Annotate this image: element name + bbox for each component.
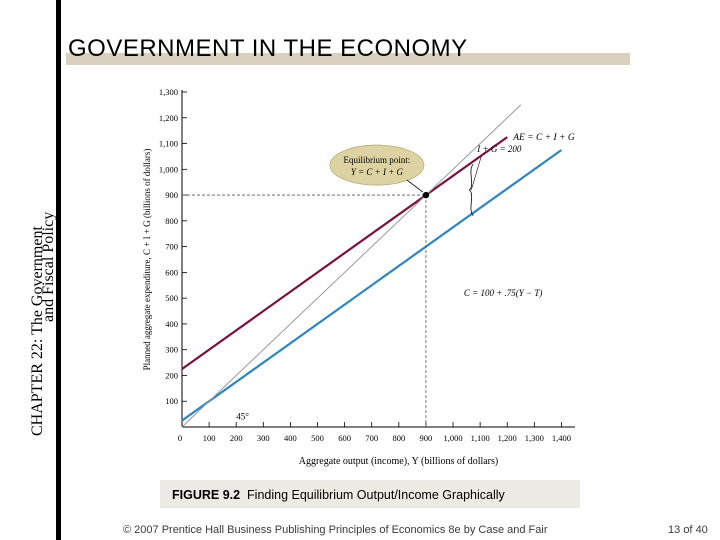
y-tick-label: 400 xyxy=(165,319,178,329)
figure-caption-text: Finding Equilibrium Output/Income Graphi… xyxy=(247,488,505,502)
callout-text-1: Equilibrium point: xyxy=(344,155,411,165)
y-tick-label: 1,000 xyxy=(159,164,178,174)
x-tick-label: 400 xyxy=(284,433,297,443)
gap-label: I + G = 200 xyxy=(476,144,522,154)
y-tick-label: 500 xyxy=(165,293,178,303)
y-tick-label: 300 xyxy=(165,345,178,355)
diagonal-45-label: 45° xyxy=(236,411,249,421)
callout-bubble xyxy=(329,144,425,186)
gap-bracket xyxy=(468,163,474,216)
diagonal-45-line xyxy=(181,104,522,428)
x-tick-label: 700 xyxy=(365,433,378,443)
ae-line-label: AE = C + I + G xyxy=(512,133,575,143)
page-current: 13 xyxy=(668,524,681,536)
x-tick-label: 100 xyxy=(203,433,216,443)
x-axis-title: Aggregate output (income), Y (billions o… xyxy=(299,456,499,467)
consumption-line xyxy=(181,149,563,422)
page-of: of xyxy=(683,524,693,536)
ae-line xyxy=(181,136,508,370)
y-tick-label: 800 xyxy=(165,216,178,226)
figure-number: FIGURE 9.2 xyxy=(172,488,241,502)
x-tick-label: 500 xyxy=(311,433,324,443)
x-tick-label: 200 xyxy=(230,433,243,443)
figure-caption-band xyxy=(160,480,580,508)
origin-label: 0 xyxy=(178,433,182,443)
chapter-title-line1: CHAPTER 22: The Government xyxy=(29,226,46,436)
x-tick-label: 1,000 xyxy=(443,433,462,443)
callout-pointer xyxy=(406,179,424,193)
chapter-title-line2: and Fiscal Policy xyxy=(40,212,57,322)
y-tick-label: 700 xyxy=(165,242,178,252)
x-tick-label: 800 xyxy=(392,433,405,443)
x-tick-label: 1,100 xyxy=(471,433,490,443)
y-axis-title: Planned aggregate expenditure, C + I + G… xyxy=(142,149,152,371)
y-tick-label: 100 xyxy=(165,396,178,406)
y-tick-label: 900 xyxy=(165,190,178,200)
x-tick-label: 600 xyxy=(338,433,351,443)
x-tick-label: 1,200 xyxy=(498,433,517,443)
y-tick-label: 1,300 xyxy=(159,87,178,97)
y-tick-label: 200 xyxy=(165,370,178,380)
page-total: 40 xyxy=(695,524,708,536)
figure-caption: FIGURE 9.2 Finding Equilibrium Output/In… xyxy=(172,488,505,502)
y-tick-label: 1,200 xyxy=(159,113,178,123)
chapter-sidebar-title: CHAPTER 22: The Government and Fiscal Po… xyxy=(0,0,58,440)
y-tick-label: 600 xyxy=(165,267,178,277)
x-tick-label: 300 xyxy=(257,433,270,443)
consumption-line-label: C = 100 + .75(Y − T) xyxy=(464,288,542,298)
y-tick-label: 1,100 xyxy=(159,139,178,149)
equilibrium-chart: 100 200 300 400 500 600 700 800 900 1,000 1,100 1,2… xyxy=(142,87,575,467)
gap-pointer xyxy=(471,156,482,191)
sidebar-divider xyxy=(56,0,61,540)
callout-text-2: Y = C + I + G xyxy=(351,167,404,177)
equilibrium-point xyxy=(422,191,430,199)
x-tick-label: 900 xyxy=(420,433,433,443)
footer-credit: © 2007 Prentice Hall Business Publishing… xyxy=(123,524,548,536)
page-number: 13 of 40 xyxy=(668,524,708,536)
x-tick-label: 1,400 xyxy=(552,433,571,443)
x-tick-label: 1,300 xyxy=(525,433,544,443)
title-underline-band xyxy=(66,53,630,65)
slide-title: GOVERNMENT IN THE ECONOMY xyxy=(68,35,468,62)
